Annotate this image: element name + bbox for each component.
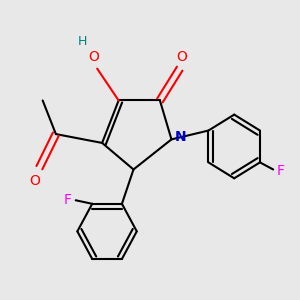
Text: O: O — [29, 174, 40, 188]
Text: F: F — [277, 164, 284, 178]
Text: N: N — [175, 130, 186, 144]
Text: O: O — [176, 50, 187, 64]
Text: H: H — [78, 35, 87, 48]
Text: F: F — [64, 193, 72, 207]
Text: O: O — [88, 50, 99, 64]
